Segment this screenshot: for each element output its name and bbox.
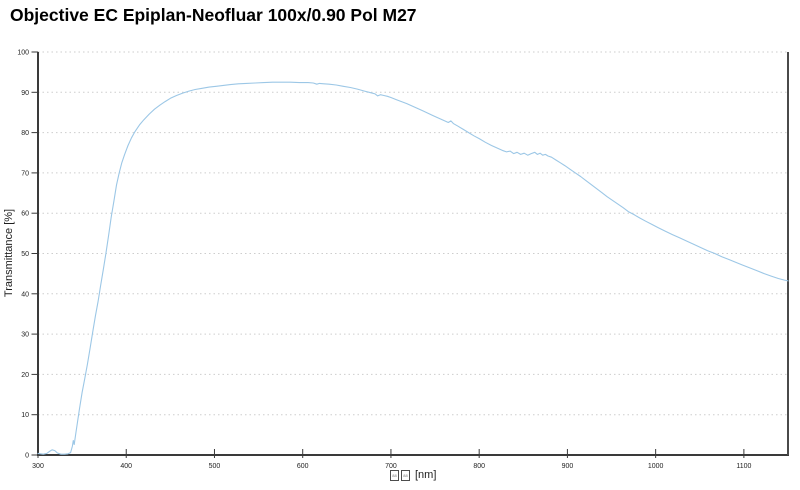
x-tick-label: 400 xyxy=(120,463,132,470)
x-tick-label: 600 xyxy=(297,463,309,470)
y-tick-label: 40 xyxy=(21,291,29,298)
x-tick-label: 700 xyxy=(385,463,397,470)
y-tick-label: 50 xyxy=(21,251,29,258)
x-tick-label: 800 xyxy=(473,463,485,470)
x-tick-label: 900 xyxy=(562,463,574,470)
y-tick-label: 20 xyxy=(21,372,29,379)
y-tick-label: 100 xyxy=(17,50,29,57)
x-tick-label: 500 xyxy=(209,463,221,470)
page-title: Objective EC Epiplan-Neofluar 100x/0.90 … xyxy=(10,5,417,25)
y-tick-label: 60 xyxy=(21,211,29,218)
x-axis-label: 88 88 [nm] xyxy=(390,469,436,481)
transmittance-curve xyxy=(37,81,789,455)
y-tick-label: 0 xyxy=(25,453,29,460)
y-tick-label: 90 xyxy=(21,90,29,97)
missing-glyph-box-icon: 88 xyxy=(401,469,410,481)
missing-glyph-box-icon: 88 xyxy=(390,469,399,481)
y-tick-label: 70 xyxy=(21,170,29,177)
y-tick-label: 10 xyxy=(21,412,29,419)
x-tick-label: 1000 xyxy=(648,463,664,470)
y-axis-label: Transmittance [%] xyxy=(3,208,15,298)
x-tick-label: 300 xyxy=(32,463,44,470)
x-axis-unit: [nm] xyxy=(415,469,437,481)
y-tick-label: 80 xyxy=(21,130,29,137)
x-tick-label: 1100 xyxy=(736,463,751,470)
y-tick-label: 30 xyxy=(21,332,29,339)
